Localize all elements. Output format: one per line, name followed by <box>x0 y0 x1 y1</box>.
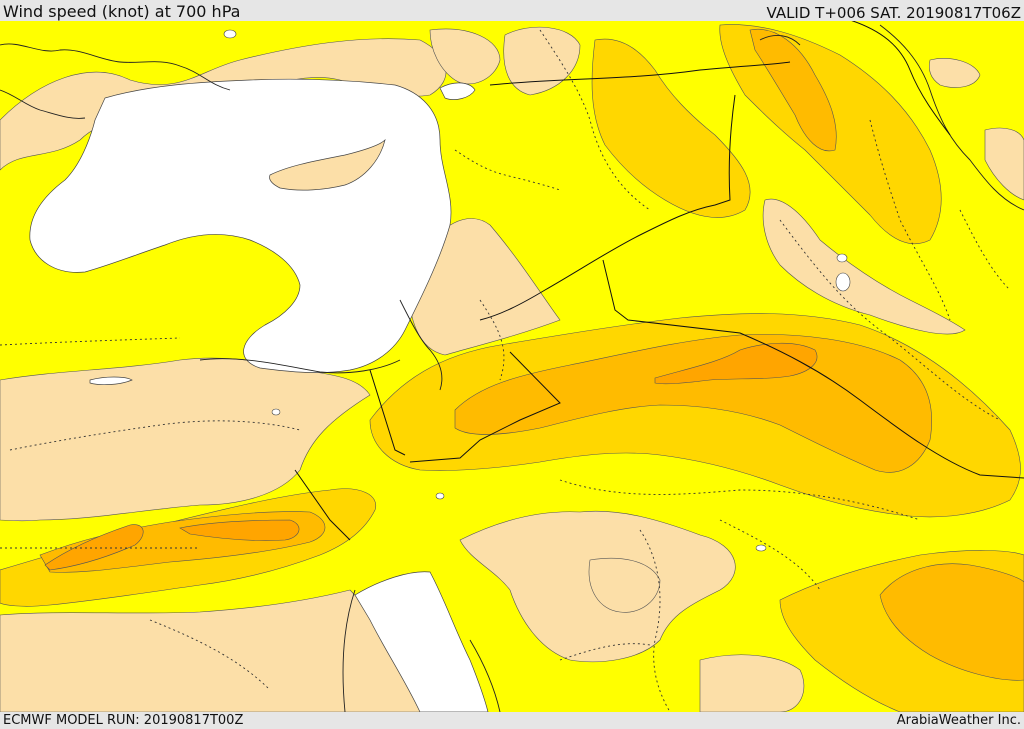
country-borders <box>294 21 1024 541</box>
admin-boundaries <box>0 29 1011 712</box>
map-header: Wind speed (knot) at 700 hPa VALID T+006… <box>0 0 1024 22</box>
credit: ArabiaWeather Inc. <box>896 713 1021 728</box>
wind-speed-map <box>0 21 1024 712</box>
coastlines <box>0 24 1024 712</box>
strong-zones <box>44 342 818 571</box>
calm-zones <box>0 26 1024 712</box>
map-footer: ECMWF MODEL RUN: 20190817T00Z ArabiaWeat… <box>0 712 1024 729</box>
cyprus-island <box>269 138 386 191</box>
model-run: ECMWF MODEL RUN: 20190817T00Z <box>3 713 244 728</box>
valid-time: VALID T+006 SAT. 20190817T06Z <box>766 4 1021 22</box>
lakes-and-islands <box>223 29 851 552</box>
map-title: Wind speed (knot) at 700 hPa <box>3 2 241 21</box>
sea-areas <box>29 78 489 712</box>
